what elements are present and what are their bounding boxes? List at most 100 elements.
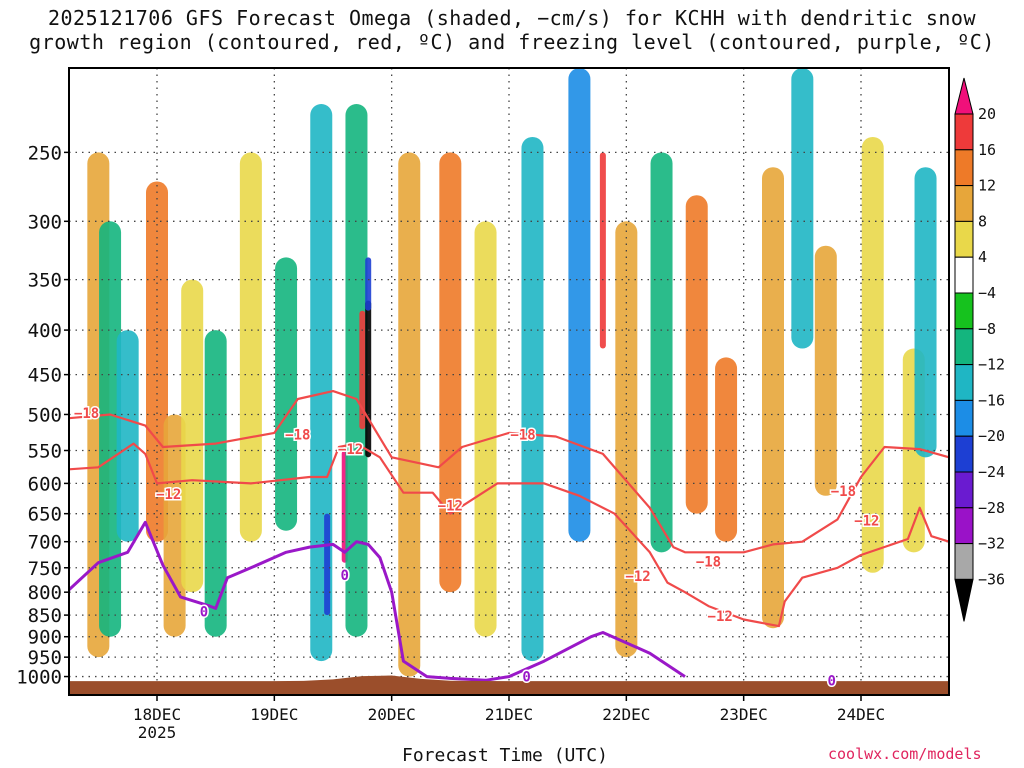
y-tick-label-900: 900 [28,627,62,649]
colorbar-label-12: −32 [978,535,1005,553]
omega-band-23 [650,152,673,553]
colorbar-top-arrow [954,77,974,115]
omega-band-18 [474,221,497,637]
colorbar-label-3: 8 [978,212,987,230]
y-tick-label-600: 600 [28,473,62,495]
contour-line-0 [69,390,949,554]
omega-band-6 [204,330,227,637]
contour-label-9: −18 [831,484,856,500]
x-axis-title: Forecast Time (UTC) [402,745,608,766]
colorbar-label-6: −8 [978,320,996,338]
omega-band-31 [914,167,937,458]
terrain-surface [69,675,949,695]
x-tick-label-5: 23DEC [720,705,768,724]
contour-label-5: −12 [438,498,463,514]
colorbar-label-5: −4 [978,284,996,302]
chart-title-line-2: growth region (contoured, red, ºC) and f… [29,30,995,54]
y-axis: 2503003504004505005506006507007508008509… [16,142,69,689]
contour-label-14: 0 [827,673,835,689]
omega-band-26 [762,167,784,629]
y-tick-label-450: 450 [28,365,62,387]
colorbar-swatch-4 [954,220,974,258]
y-tick-label-700: 700 [28,532,62,554]
omega-band-14 [365,300,372,458]
omega-band-21 [599,152,606,349]
contour-label-13: 0 [522,670,530,686]
y-tick-label-800: 800 [28,582,62,604]
contour-label-3: −18 [510,427,535,443]
omega-band-8 [275,257,298,531]
colorbar-label-2: 12 [978,177,996,195]
colorbar-label-9: −20 [978,427,1005,445]
colorbar-swatch-3 [954,185,974,222]
omega-band-24 [685,195,708,514]
y-tick-label-750: 750 [28,558,62,580]
contour-label-12: 0 [200,605,208,621]
x-tick-sublabel-0: 2025 [138,723,177,742]
contour-line-2 [69,520,686,682]
omega-band-13 [359,310,366,430]
omega-band-27 [791,68,814,349]
omega-band-29 [861,136,884,573]
colorbar-swatch-2 [954,149,974,187]
colorbar: 20 16 12 8 4 −4 −8 −12 −16 −20 −24 −28 −32 −36 [954,77,1005,622]
chart-title-line-1: 2025121706 GFS Forecast Omega (shaded, −… [47,6,977,30]
y-tick-label-350: 350 [28,270,62,292]
y-tick-label-550: 550 [28,441,62,463]
contour-line-1 [69,442,949,628]
omega-band-7 [239,152,262,542]
contour-labels: −18 −18 −12 −18 −12 −12 −12 −18 −12 −18 −12 0 0 0 0 [72,404,881,690]
colorbar-swatch-13 [954,543,974,580]
colorbar-swatch-1 [954,113,974,151]
colorbar-bottom-arrow [954,578,974,622]
omega-band-16 [398,152,421,677]
colorbar-label-4: 4 [978,248,987,266]
y-tick-label-850: 850 [28,605,62,627]
colorbar-label-10: −24 [978,463,1005,481]
terrain-layer [69,675,949,695]
colorbar-swatch-11 [954,471,974,509]
colorbar-label-1: 16 [978,141,996,159]
colorbar-label-7: −12 [978,356,1005,374]
contour-label-4: −12 [156,487,181,503]
y-tick-label-1000: 1000 [16,667,62,689]
colorbar-label-8: −16 [978,391,1005,409]
contour-label-0: −18 [74,406,99,422]
omega-band-17 [439,152,462,593]
contour-label-10: −12 [854,514,879,530]
contour-layer [69,390,949,682]
omega-band-19 [521,136,544,662]
omega-band-25 [715,357,738,542]
x-tick-label-1: 19DEC [250,705,298,724]
colorbar-swatch-5 [954,256,974,294]
contour-label-8: −12 [708,609,733,625]
contour-label-6: −12 [625,569,650,585]
omega-shading-layer [87,68,937,677]
x-tick-label-3: 21DEC [485,705,533,724]
credit-link[interactable]: coolwx.com/models [828,745,982,763]
y-tick-label-650: 650 [28,504,62,526]
contour-label-2: −12 [338,442,363,458]
colorbar-swatch-12 [954,507,974,545]
contour-label-1: −18 [285,427,310,443]
colorbar-swatch-9 [954,399,974,437]
colorbar-swatch-10 [954,435,974,473]
colorbar-swatch-8 [954,364,974,401]
omega-band-15 [365,257,372,311]
omega-band-10 [324,513,331,616]
y-tick-label-500: 500 [28,404,62,426]
contour-label-7: −18 [696,555,721,571]
omega-band-4 [163,414,186,637]
colorbar-swatch-7 [954,328,974,366]
x-tick-label-2: 20DEC [368,705,416,724]
contour-label-11: 0 [341,568,349,584]
grid-lines [69,68,949,695]
omega-band-20 [568,68,591,542]
x-tick-label-0: 18DEC [133,705,181,724]
y-tick-label-400: 400 [28,320,62,342]
omega-band-5 [181,279,204,593]
x-tick-label-6: 24DEC [837,705,885,724]
y-tick-label-250: 250 [28,142,62,164]
